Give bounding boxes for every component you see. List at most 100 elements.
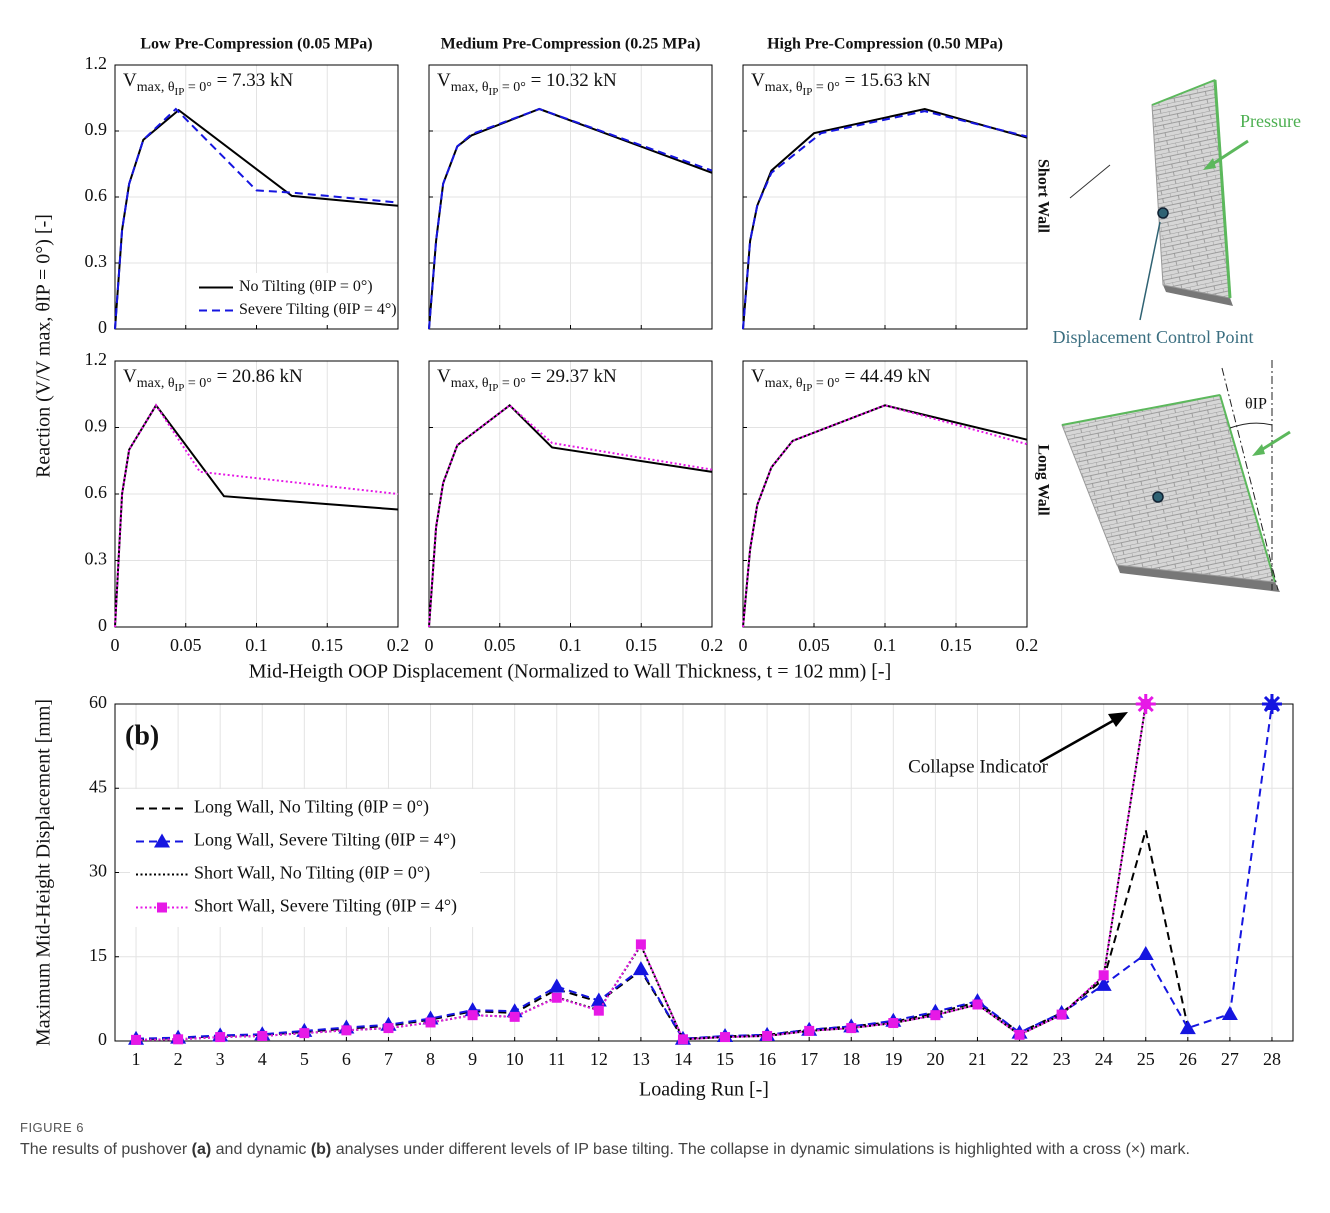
short-wall-diagram: Pressure Displacement Control Point Shor… — [1034, 79, 1301, 347]
caption-part: (a) — [191, 1141, 212, 1158]
marker — [1221, 1006, 1238, 1021]
annotation-part: max, θ — [765, 376, 803, 391]
series-line — [742, 110, 1028, 330]
annotation-part: = 44.49 kN — [840, 366, 931, 387]
annotation: Vmax, θIP = 0° = 29.37 kN — [437, 366, 617, 393]
x-tick-label: 0.1 — [245, 635, 268, 655]
x-tick-label: 28 — [1263, 1049, 1281, 1069]
annotation: Collapse Indicator — [908, 756, 1048, 777]
chart-title: Low Pre-Compression (0.05 MPa) — [140, 36, 372, 53]
legend-label: Short Wall, Severe Tilting (θIP = 4°) — [194, 896, 457, 917]
caption: FIGURE 6 The results of pushover (a) and… — [20, 1120, 1310, 1161]
annotation-part: = 7.33 kN — [212, 70, 294, 91]
x-tick-label: 0.2 — [1016, 635, 1039, 655]
annotation-arrowhead — [1108, 712, 1128, 727]
annotation: Vmax, θIP = 0° = 7.33 kN — [123, 70, 294, 97]
x-tick-label: 0.2 — [387, 635, 410, 655]
x-tick-label: 0.2 — [701, 635, 724, 655]
y-tick-label: 30 — [89, 861, 107, 881]
collapse-marker — [1135, 694, 1156, 714]
annotation-part: max, θ — [137, 80, 175, 95]
x-tick-label: 26 — [1179, 1049, 1197, 1069]
x-tick-label: 15 — [716, 1049, 734, 1069]
annotation-part: V — [751, 366, 765, 387]
caption-part: The results of pushover — [20, 1141, 192, 1158]
legend: Long Wall, No Tilting (θIP = 0°) Long Wal… — [130, 789, 480, 927]
marker — [762, 1030, 773, 1041]
x-tick-label: 0 — [111, 635, 120, 655]
x-tick-label: 23 — [1053, 1049, 1071, 1069]
x-tick-label: 19 — [884, 1049, 902, 1069]
x-tick-label: 22 — [1011, 1049, 1029, 1069]
legend-marker — [154, 833, 170, 848]
marker — [215, 1032, 226, 1043]
marker — [677, 1034, 688, 1045]
legend: No Tilting (θIP = 0°) Severe Tilting (θIP… — [193, 273, 397, 325]
y-tick-label: 60 — [89, 692, 107, 712]
pressure-label: Pressure — [1240, 111, 1301, 131]
y-tick-label: 0.6 — [85, 482, 108, 502]
x-tick-label: 7 — [384, 1049, 393, 1069]
marker — [548, 978, 565, 993]
chart: 0 0.05 0.1 0.15 0.2 Vmax, θIP = 0° = 44.49 kN — [739, 360, 1039, 655]
chart-title: High Pre-Compression (0.50 MPa) — [767, 36, 1003, 53]
annotation: Vmax, θIP = 0° = 10.32 kN — [437, 70, 617, 97]
annotation-part: = 29.37 kN — [526, 366, 617, 387]
annotation-part: = 10.32 kN — [526, 70, 617, 91]
x-tick-label: 6 — [342, 1049, 351, 1069]
annotation-part: max, θ — [765, 80, 803, 95]
panel-label: (b) — [125, 720, 159, 751]
plot-frame — [428, 360, 713, 628]
chart: 1 2 3 4 5 6 7 8 9 10 11 12 13 14 15 16 17 18 19 20 21 22 23 24 2… — [33, 692, 1294, 1101]
x-tick-label: 0 — [739, 635, 748, 655]
x-tick-label: 24 — [1095, 1049, 1113, 1069]
x-tick-label: 0.15 — [312, 635, 344, 655]
x-tick-label: 10 — [506, 1049, 524, 1069]
y-tick-label: 0.9 — [85, 119, 108, 139]
annotation: Vmax, θIP = 0° = 44.49 kN — [751, 366, 931, 393]
y-tick-label: 0 — [98, 1029, 107, 1049]
annotation-part: = 15.63 kN — [840, 70, 931, 91]
x-tick-label: 14 — [674, 1049, 692, 1069]
series-line — [114, 108, 399, 330]
annotation-part: IP — [803, 382, 813, 394]
x-tick-label: 2 — [174, 1049, 183, 1069]
x-tick-label: 13 — [632, 1049, 650, 1069]
x-tick-label: 0.05 — [798, 635, 830, 655]
y-tick-label: 0 — [98, 615, 107, 635]
x-tick-label: 4 — [258, 1049, 267, 1069]
annotation-part: = 0° — [498, 376, 526, 391]
annotation: Vmax, θIP = 0° = 20.86 kN — [123, 366, 303, 393]
plot-frame — [428, 64, 713, 330]
y-tick-label: 0.3 — [85, 251, 108, 271]
caption-part: analyses under different levels of IP ba… — [331, 1141, 1190, 1158]
annotation-part: IP — [803, 86, 813, 98]
x-tick-label: 16 — [758, 1049, 776, 1069]
marker — [299, 1028, 310, 1039]
legend-label: No Tilting (θIP = 0°) — [239, 278, 373, 295]
annotation-part: = 0° — [184, 80, 212, 95]
y-tick-label: 0.9 — [85, 416, 108, 436]
marker — [383, 1023, 394, 1034]
marker — [1137, 945, 1154, 960]
marker — [635, 939, 646, 950]
x-tick-label: 27 — [1221, 1049, 1239, 1069]
annotation-part: IP — [489, 382, 499, 394]
annotation-part: V — [437, 366, 451, 387]
marker — [846, 1023, 857, 1034]
x-tick-label: 5 — [300, 1049, 309, 1069]
y-tick-label: 0.6 — [85, 185, 108, 205]
x-tick-label: 0 — [425, 635, 434, 655]
x-tick-label: 0.1 — [559, 635, 582, 655]
x-axis-label: Loading Run [-] — [639, 1079, 769, 1101]
annotation-part: = 0° — [184, 376, 212, 391]
marker — [888, 1018, 899, 1029]
annotation-part: max, θ — [137, 376, 175, 391]
y-tick-label: 0 — [98, 317, 107, 337]
annotation-part: V — [437, 70, 451, 91]
caption-part: (b) — [310, 1141, 332, 1158]
x-tick-label: 1 — [132, 1049, 141, 1069]
x-tick-label: 0.15 — [626, 635, 658, 655]
annotation-part: IP — [175, 382, 185, 394]
